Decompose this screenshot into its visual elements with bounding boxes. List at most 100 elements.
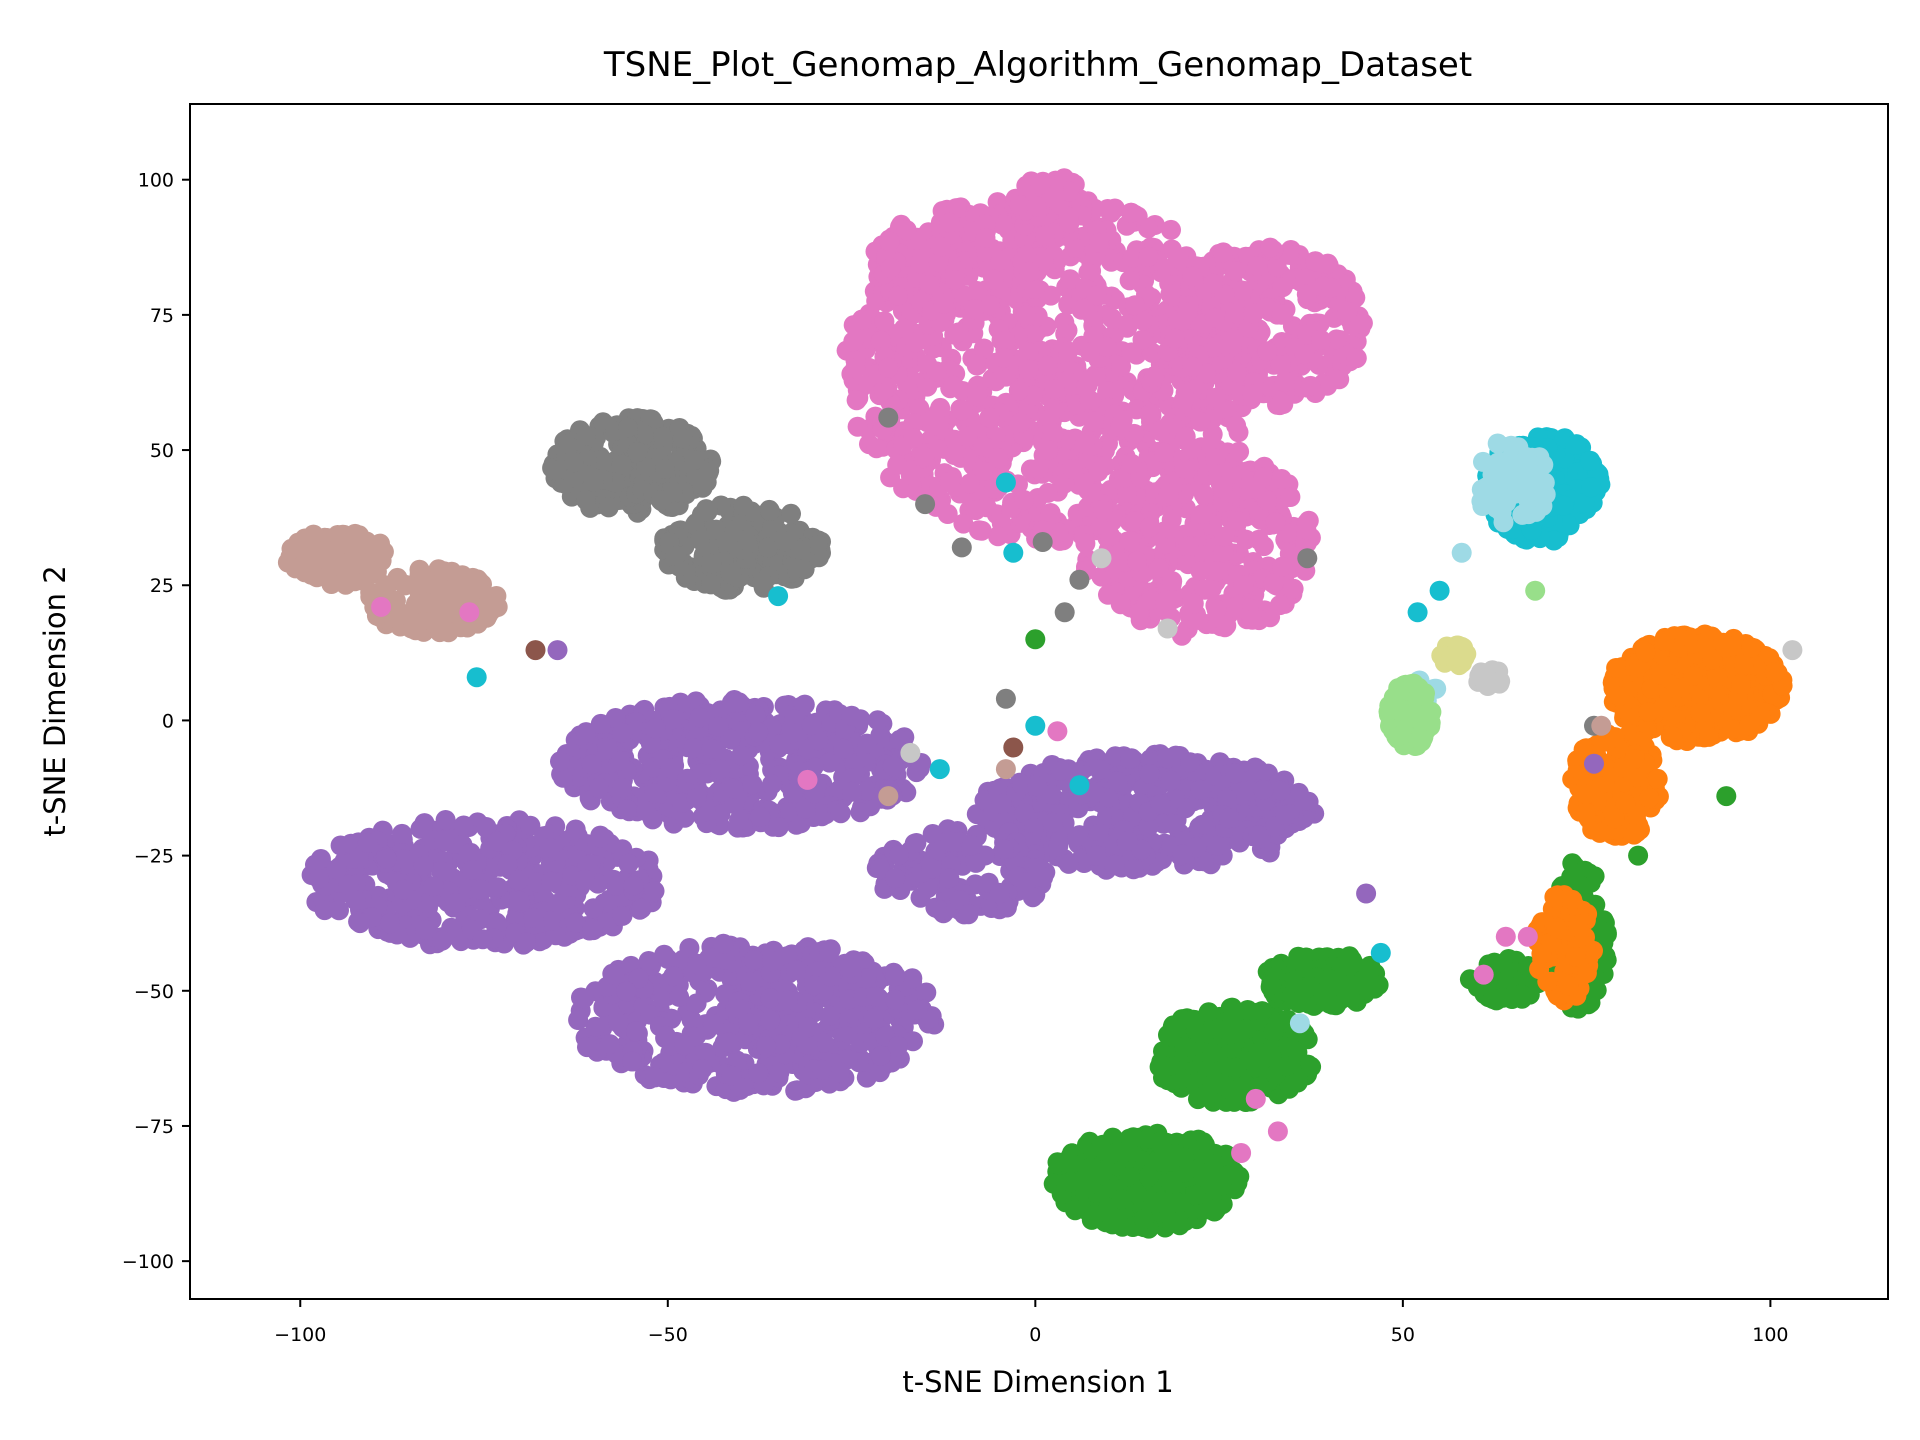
scatter-point [689, 707, 710, 728]
scatter-point [665, 546, 686, 566]
scatter-point [612, 905, 633, 926]
scatter-point [636, 801, 657, 822]
scatter-point [470, 879, 491, 900]
scatter-point [1337, 301, 1358, 322]
scatter-point [1121, 342, 1142, 363]
scatter-point [1180, 752, 1201, 773]
scatter-point [612, 722, 633, 743]
scatter-point [1253, 779, 1274, 800]
scatter-point [403, 612, 424, 633]
scatter-point [1168, 248, 1189, 269]
scatter-point [713, 933, 734, 954]
scatter-point [878, 357, 899, 378]
scatter-point [1121, 202, 1141, 223]
scatter-point [1226, 362, 1247, 383]
scatter-point [841, 705, 862, 726]
scatter-point [728, 692, 749, 713]
scatter-point [742, 774, 763, 795]
scatter-point [1317, 375, 1338, 396]
scatter-point [487, 831, 508, 852]
scatter-point [509, 890, 530, 911]
scatter-point [1282, 578, 1303, 599]
scatter-point [884, 989, 905, 1010]
scatter-point [973, 338, 994, 359]
scatter-point [1112, 410, 1133, 431]
scatter-point [1162, 813, 1183, 834]
scatter-point [406, 593, 426, 614]
scatter-point [973, 436, 994, 457]
scatter-point [1019, 261, 1040, 282]
scatter-point [1171, 312, 1192, 332]
scatter-point [1010, 412, 1031, 433]
scatter-point [830, 803, 851, 824]
chart-title: TSNE_Plot_Genomap_Algorithm_Genomap_Data… [603, 45, 1472, 85]
scatter-point [870, 330, 891, 351]
scatter-point [577, 1037, 597, 1058]
scatter-point [1088, 461, 1109, 482]
scatter-point [1079, 342, 1100, 363]
scatter-point [804, 975, 825, 996]
scatter-point [568, 1010, 589, 1030]
scatter-point [1166, 1192, 1187, 1213]
scatter-point [1148, 558, 1169, 579]
scatter-point [674, 807, 695, 828]
scatter-point [760, 988, 781, 1009]
scatter-point [359, 560, 380, 581]
scatter-point [1155, 591, 1176, 612]
scatter-point [906, 833, 927, 853]
scatter-point [645, 718, 666, 739]
scatter-point [882, 756, 903, 776]
scatter-point [988, 448, 1009, 469]
scatter-point [1008, 380, 1029, 401]
scatter-point [1012, 774, 1033, 795]
scatter-point [1138, 246, 1159, 267]
scatter-point [1178, 536, 1199, 556]
scatter-point [1296, 519, 1317, 540]
scatter-point [961, 835, 982, 856]
scatter-point [993, 839, 1014, 860]
scatter-point [1027, 776, 1048, 797]
scatter-point [1102, 308, 1123, 329]
scatter-point [1213, 542, 1234, 563]
scatter-point [1058, 206, 1079, 227]
scatter-point [326, 859, 347, 880]
scatter-point [431, 861, 451, 882]
scatter-point [1190, 561, 1211, 581]
scatter-point [487, 597, 508, 617]
scatter-point [638, 951, 659, 971]
scatter-point [750, 807, 771, 827]
scatter-point [1260, 237, 1281, 258]
scatter-point [960, 473, 980, 494]
scatter-point [902, 968, 923, 989]
scatter-point [921, 858, 942, 879]
scatter-point [583, 898, 604, 919]
scatter-point [608, 1013, 629, 1034]
scatter-point [1033, 867, 1054, 888]
scatter-point [1214, 526, 1235, 547]
scatter-point [952, 400, 973, 421]
scatter-point [1311, 329, 1332, 350]
scatter-point [846, 390, 867, 411]
scatter-point [1154, 442, 1175, 463]
scatter-point [760, 1010, 781, 1031]
scatter-point [432, 930, 453, 951]
scatter-point [314, 900, 335, 921]
scatter-point [1111, 356, 1132, 377]
scatter-point [797, 1034, 818, 1055]
scatter-point [811, 1059, 832, 1080]
scatter-point [1035, 225, 1056, 246]
scatter-point [903, 413, 924, 434]
scatter-point [975, 228, 996, 248]
scatter-point [1009, 195, 1030, 216]
scatter-point [829, 1062, 850, 1083]
scatter-point [376, 848, 397, 869]
scatter-point [1174, 458, 1195, 479]
scatter-point [1279, 244, 1300, 265]
scatter-point [879, 231, 900, 252]
scatter-point [1233, 575, 1254, 596]
scatter-point [1060, 269, 1081, 290]
scatter-point [726, 1050, 747, 1071]
scatter-point [1164, 328, 1185, 349]
scatter-point [520, 815, 541, 836]
scatter-point [1084, 411, 1104, 432]
